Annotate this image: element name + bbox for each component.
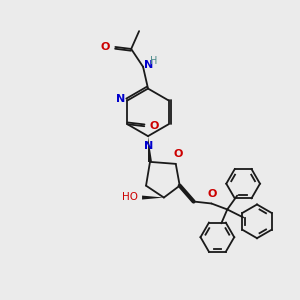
Polygon shape [142,196,164,200]
Text: O: O [208,188,217,199]
Text: N: N [116,94,125,104]
Text: O: O [173,149,182,159]
Text: N: N [144,60,153,70]
Text: O: O [149,121,159,131]
Text: N: N [144,141,154,151]
Polygon shape [148,136,152,162]
Text: O: O [101,42,110,52]
Text: H: H [150,56,158,66]
Text: HO: HO [122,192,138,202]
